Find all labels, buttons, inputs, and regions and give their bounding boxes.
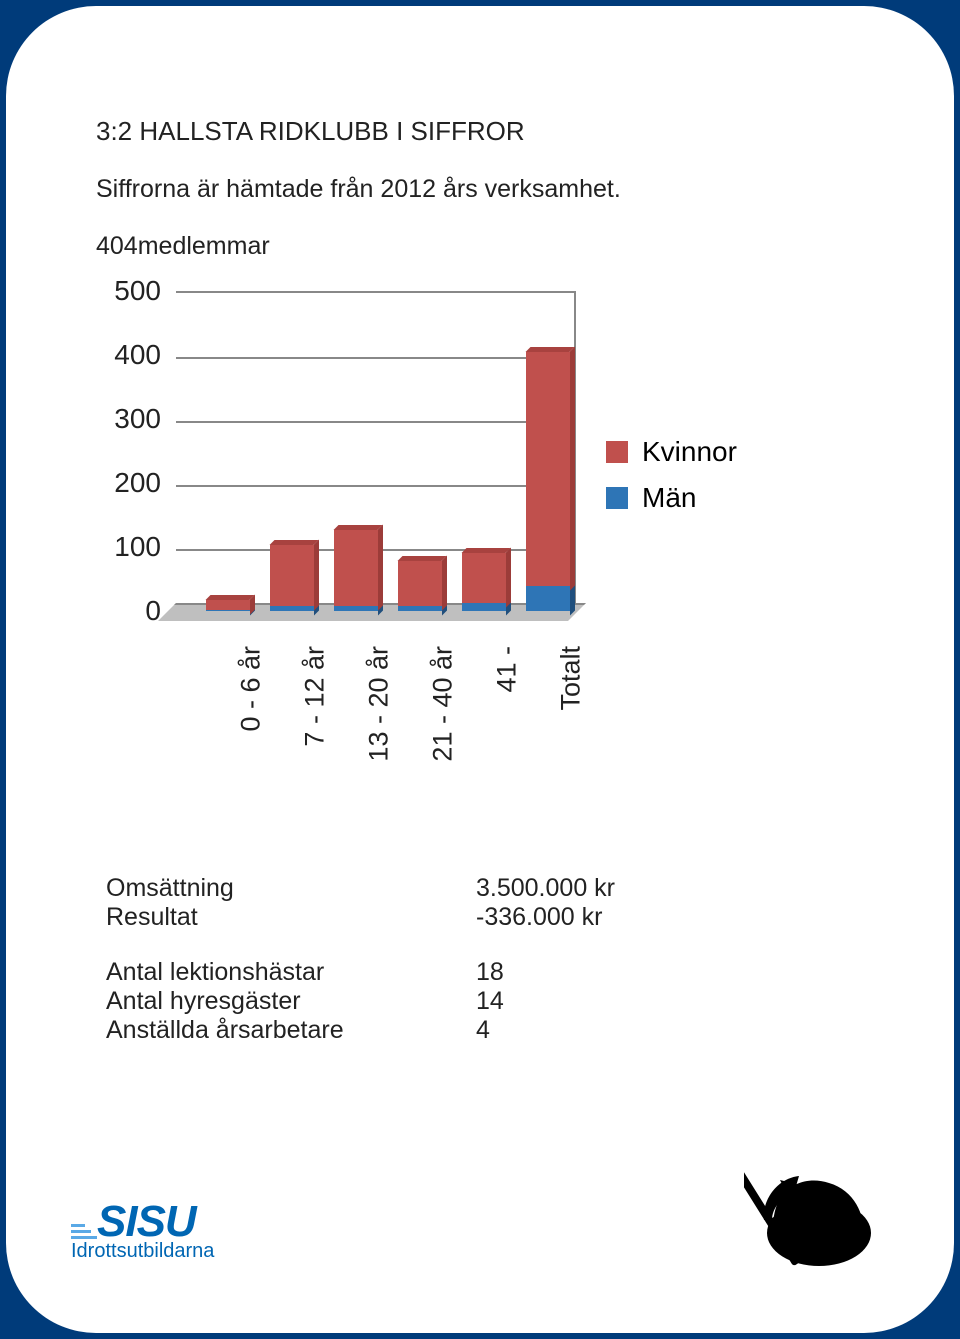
legend-item: Män (606, 482, 737, 514)
bar-segment-men (334, 606, 378, 611)
x-tick-label: 7 - 12 år (300, 646, 331, 747)
y-tick-label: 100 (114, 531, 161, 563)
bar-group (206, 600, 250, 611)
bar-segment-women (334, 530, 378, 606)
bar-segment-women (526, 352, 570, 586)
bar-segment-women (462, 553, 506, 603)
sisu-logo: SISU Idrottsutbildarna (71, 1202, 266, 1263)
bar-segment-men (206, 610, 250, 611)
x-tick-label: 21 - 40 år (428, 646, 459, 762)
stats-row: Omsättning3.500.000 kr (106, 874, 615, 903)
bar-segment-men (270, 606, 314, 611)
stats-label: Omsättning (106, 874, 476, 903)
legend-swatch (606, 487, 628, 509)
content-block: 3:2 HALLSTA RIDKLUBB I SIFFROR Siffrorna… (96, 116, 876, 801)
stats-label: Antal lektionshästar (106, 958, 476, 987)
stats-value: 3.500.000 kr (476, 874, 615, 903)
y-tick-label: 500 (114, 275, 161, 307)
bar-segment-women (270, 545, 314, 606)
y-tick-label: 300 (114, 403, 161, 435)
bar-segment-women (398, 561, 442, 606)
stats-label: Resultat (106, 903, 476, 932)
y-axis: 0100200300400500 (86, 291, 171, 611)
stats-label: Antal hyresgäster (106, 987, 476, 1016)
x-tick-label: 41 - (492, 646, 523, 693)
bar-group (398, 561, 442, 611)
sisu-main-text: SISU (97, 1202, 196, 1242)
bar-segment-men (526, 586, 570, 611)
sisu-sub-text: Idrottsutbildarna (71, 1240, 266, 1263)
stats-row: Anställda årsarbetare4 (106, 1016, 615, 1045)
legend-label: Män (642, 482, 696, 514)
x-tick-label: Totalt (556, 646, 587, 711)
stats-value: -336.000 kr (476, 903, 602, 932)
bar-container (176, 291, 576, 611)
stats-row: Antal hyresgäster14 (106, 987, 615, 1016)
bar-group (462, 553, 506, 611)
members-count: 404medlemmar (96, 232, 876, 261)
legend-swatch (606, 441, 628, 463)
chart-legend: Kvinnor Män (606, 436, 737, 528)
y-tick-label: 200 (114, 467, 161, 499)
x-tick-label: 13 - 20 år (364, 646, 395, 762)
stats-label: Anställda årsarbetare (106, 1016, 476, 1045)
bar-segment-women (206, 600, 250, 610)
bar-segment-men (462, 603, 506, 611)
y-tick-label: 400 (114, 339, 161, 371)
y-tick-label: 0 (145, 595, 161, 627)
horse-helmet-logo (744, 1138, 884, 1278)
stats-value: 14 (476, 987, 504, 1016)
page-card: 3:2 HALLSTA RIDKLUBB I SIFFROR Siffrorna… (6, 6, 954, 1333)
legend-label: Kvinnor (642, 436, 737, 468)
stats-value: 18 (476, 958, 504, 987)
bar-group (334, 530, 378, 611)
sisu-logo-text: SISU (71, 1202, 266, 1242)
members-chart: 0100200300400500 0 - 6 år7 - 12 år13 - 2… (86, 281, 786, 801)
legend-item: Kvinnor (606, 436, 737, 468)
bar-group (270, 545, 314, 611)
stats-row: Antal lektionshästar18 (106, 958, 615, 987)
stats-value: 4 (476, 1016, 490, 1045)
stats-table: Omsättning3.500.000 krResultat-336.000 k… (106, 874, 615, 1045)
bar-group (526, 352, 570, 611)
x-axis-labels: 0 - 6 år 7 - 12 år 13 - 20 år 21 - 40 år 41 … (176, 636, 576, 806)
section-heading: 3:2 HALLSTA RIDKLUBB I SIFFROR (96, 116, 876, 147)
x-tick-label: 0 - 6 år (236, 646, 267, 732)
subtitle-text: Siffrorna är hämtade från 2012 års verks… (96, 175, 876, 204)
bar-segment-men (398, 606, 442, 611)
stats-row: Resultat-336.000 kr (106, 903, 615, 932)
